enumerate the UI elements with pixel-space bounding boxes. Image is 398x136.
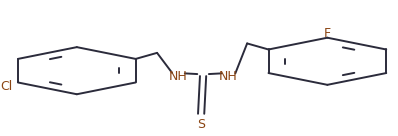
Text: S: S xyxy=(197,118,205,131)
Text: NH: NH xyxy=(219,70,238,83)
Text: F: F xyxy=(324,27,331,39)
Text: Cl: Cl xyxy=(0,80,12,93)
Text: NH: NH xyxy=(168,70,187,83)
